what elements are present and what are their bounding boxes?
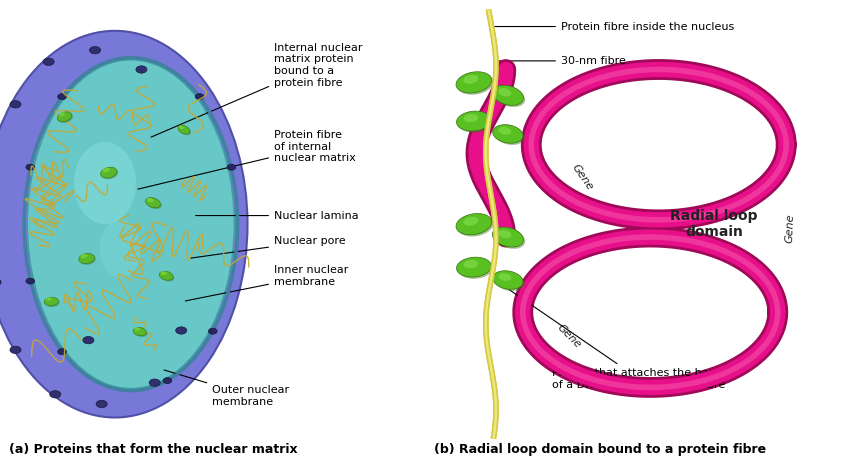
Ellipse shape [59, 113, 73, 123]
Ellipse shape [463, 75, 479, 84]
Ellipse shape [463, 114, 479, 122]
Ellipse shape [161, 272, 174, 282]
Ellipse shape [26, 278, 35, 284]
Ellipse shape [10, 100, 21, 108]
Text: Nuclear lamina: Nuclear lamina [196, 211, 359, 220]
Ellipse shape [133, 327, 146, 336]
Ellipse shape [494, 87, 525, 107]
Ellipse shape [456, 213, 492, 235]
Ellipse shape [0, 31, 247, 417]
Ellipse shape [147, 199, 162, 209]
Ellipse shape [176, 327, 187, 334]
Text: Internal nuclear
matrix protein
bound to a
protein fibre: Internal nuclear matrix protein bound to… [151, 43, 363, 137]
Ellipse shape [495, 127, 524, 145]
Ellipse shape [134, 327, 140, 331]
Text: Radial loop
domain: Radial loop domain [671, 209, 757, 239]
Ellipse shape [80, 255, 96, 265]
Ellipse shape [102, 168, 110, 172]
Ellipse shape [45, 297, 52, 301]
Ellipse shape [161, 271, 167, 275]
Text: Gene: Gene [570, 162, 595, 192]
Ellipse shape [492, 227, 524, 247]
Ellipse shape [48, 136, 103, 197]
Text: Protein that attaches the base
of a DNA loop to a protein fibre: Protein that attaches the base of a DNA … [497, 282, 726, 389]
Ellipse shape [26, 164, 35, 170]
Ellipse shape [44, 297, 59, 306]
Ellipse shape [179, 127, 191, 135]
Ellipse shape [492, 85, 524, 105]
Ellipse shape [493, 271, 523, 289]
Ellipse shape [0, 278, 1, 286]
Ellipse shape [58, 93, 66, 99]
Ellipse shape [96, 400, 107, 408]
Ellipse shape [463, 260, 479, 269]
Ellipse shape [458, 113, 493, 133]
Ellipse shape [74, 142, 136, 224]
Text: Protein fibre inside the nucleus: Protein fibre inside the nucleus [494, 21, 734, 32]
Ellipse shape [100, 167, 117, 178]
Ellipse shape [57, 112, 71, 122]
Ellipse shape [46, 298, 60, 307]
Ellipse shape [456, 111, 491, 131]
Text: (b) Radial loop domain bound to a protein fibre: (b) Radial loop domain bound to a protei… [434, 443, 766, 456]
Ellipse shape [79, 254, 94, 263]
Text: Gene: Gene [556, 322, 583, 350]
Text: Outer nuclear
membrane: Outer nuclear membrane [164, 370, 289, 407]
Text: Inner nuclear
membrane: Inner nuclear membrane [185, 265, 348, 301]
Ellipse shape [499, 273, 511, 281]
Ellipse shape [59, 112, 65, 116]
Ellipse shape [498, 88, 512, 97]
Ellipse shape [43, 58, 54, 65]
Ellipse shape [456, 257, 491, 277]
Ellipse shape [89, 47, 100, 54]
Ellipse shape [493, 125, 523, 143]
Ellipse shape [196, 93, 204, 99]
Ellipse shape [49, 390, 61, 398]
Ellipse shape [457, 215, 494, 236]
Ellipse shape [136, 66, 147, 73]
Ellipse shape [456, 72, 492, 93]
Ellipse shape [27, 60, 235, 389]
Ellipse shape [159, 271, 173, 280]
Ellipse shape [458, 259, 493, 279]
Ellipse shape [31, 118, 119, 214]
Ellipse shape [134, 329, 148, 337]
Ellipse shape [82, 337, 94, 344]
Ellipse shape [178, 125, 190, 134]
Ellipse shape [149, 379, 160, 386]
Ellipse shape [227, 164, 235, 170]
Ellipse shape [499, 127, 511, 135]
Ellipse shape [10, 346, 21, 354]
Ellipse shape [463, 217, 479, 226]
Ellipse shape [58, 349, 66, 355]
Ellipse shape [145, 198, 161, 208]
Text: Nuclear pore: Nuclear pore [190, 236, 346, 258]
Ellipse shape [82, 185, 201, 340]
Ellipse shape [99, 220, 141, 277]
Ellipse shape [102, 169, 118, 179]
Ellipse shape [163, 378, 172, 383]
Ellipse shape [147, 198, 154, 202]
Text: (a) Proteins that form the nuclear matrix: (a) Proteins that form the nuclear matri… [8, 443, 298, 456]
Ellipse shape [457, 73, 494, 95]
Text: Gene: Gene [785, 213, 796, 243]
Text: 30-nm fibre: 30-nm fibre [498, 56, 626, 66]
Text: Protein fibre
of internal
nuclear matrix: Protein fibre of internal nuclear matrix [138, 130, 356, 189]
Ellipse shape [494, 229, 525, 249]
Ellipse shape [208, 328, 218, 334]
Ellipse shape [495, 272, 524, 291]
Ellipse shape [498, 230, 512, 238]
Ellipse shape [81, 254, 88, 258]
Ellipse shape [178, 125, 184, 129]
